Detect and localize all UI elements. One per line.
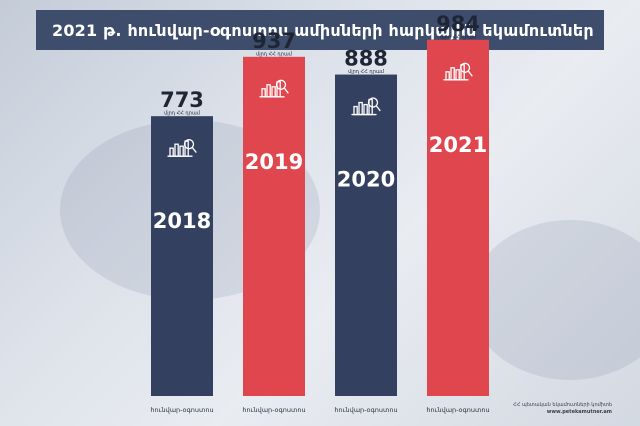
unit-label: մլրդ ՀՀ դրամ — [164, 111, 201, 117]
bar — [335, 74, 397, 396]
bar — [151, 116, 213, 396]
title-banner: 2021 թ. հունվար-օգոստոս ամիսների հարկայի… — [36, 10, 604, 50]
background-decoration — [470, 220, 640, 380]
bar — [243, 56, 305, 396]
chart-magnifier-icon — [443, 62, 473, 81]
year-label: 2018 — [153, 209, 211, 233]
year-label: 2021 — [429, 133, 487, 157]
source-url: www.petekamutner.am — [546, 409, 612, 415]
bar — [427, 39, 489, 397]
chart-magnifier-icon — [351, 97, 381, 116]
chart-magnifier-icon — [167, 139, 197, 157]
source-credit: ՀՀ պետական եկամուտների կոմիտե www.peteka… — [512, 402, 612, 416]
data-label: 773 — [160, 88, 204, 112]
data-label: 937 — [252, 29, 296, 53]
unit-label: մլրդ ՀՀ դրամ — [256, 51, 293, 57]
chart-title: 2021 թ. հունվար-օգոստոս ամիսների հարկայի… — [52, 20, 594, 40]
unit-label: մլրդ ՀՀ դրամ — [440, 34, 477, 40]
data-label: 984 — [436, 12, 480, 36]
unit-label: մլրդ ՀՀ դրամ — [348, 69, 385, 75]
year-label: 2020 — [337, 168, 395, 192]
year-label: 2019 — [245, 150, 303, 174]
chart-magnifier-icon — [259, 79, 289, 98]
category-label: հունվար-օգոստոս — [334, 406, 397, 414]
category-label: հունվար-օգոստոս — [150, 406, 213, 414]
category-label: հունվար-օգոստոս — [426, 406, 489, 414]
data-label: 888 — [344, 47, 388, 71]
category-label: հունվար-օգոստոս — [242, 406, 305, 414]
source-agency: ՀՀ պետական եկամուտների կոմիտե — [513, 402, 612, 408]
